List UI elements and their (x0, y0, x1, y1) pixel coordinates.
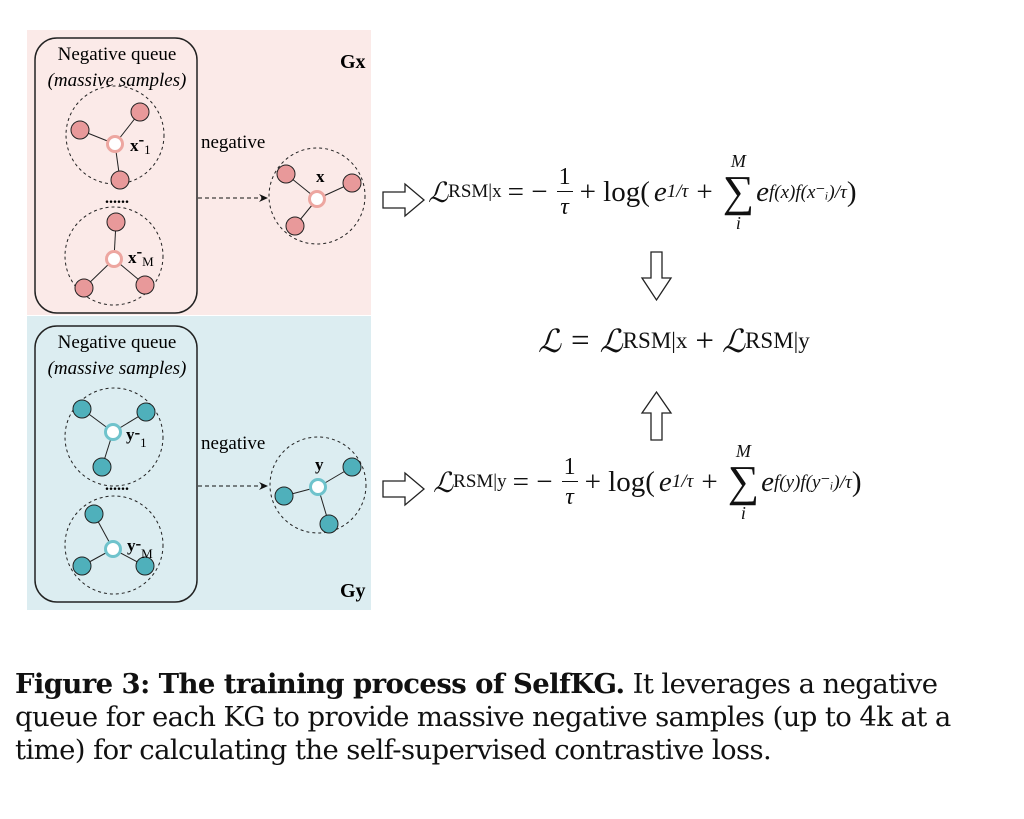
gy-queue-subtitle: (massive samples) (48, 358, 187, 379)
svg-text:y-M: y-M (127, 534, 153, 561)
total-loss-equation: ℒ = ℒ RSM|x + ℒ RSM|y (538, 322, 810, 360)
up-arrow-icon (640, 390, 673, 441)
gy-queue-title: Negative queue (58, 332, 177, 353)
figure-caption: Figure 3: The training process of SelfKG… (15, 668, 1015, 767)
training-diagram: Negative queue (massive samples) Gx x-1 … (27, 30, 673, 610)
gx-sample-m-subgraph: x-M (64, 206, 164, 306)
gx-ellipsis: ...... (105, 190, 129, 207)
gy-anchor-subgraph: y (269, 436, 367, 534)
gx-queue-title: Negative queue (58, 44, 177, 65)
caption-label: Figure 3: The training process of SelfKG… (15, 668, 625, 700)
down-arrow-icon (640, 251, 673, 302)
gx-sample-1-subgraph: x-1 (65, 85, 165, 190)
gy-ellipsis: ...... (105, 477, 129, 494)
gx-anchor-subgraph: x (268, 147, 366, 245)
gx-graph-label: Gx (340, 51, 366, 73)
right-arrow-x-icon (382, 182, 426, 218)
svg-text:x-M: x-M (128, 242, 154, 269)
gy-sample-1-subgraph: y-1 (64, 387, 164, 487)
svg-text:y-1: y-1 (126, 423, 147, 450)
svg-text:x: x (316, 167, 325, 186)
gx-negative-label: negative (201, 132, 265, 153)
svg-text:y: y (315, 455, 324, 474)
caption-text: It leverages a negative queue for each K… (15, 668, 951, 766)
gy-negative-label: negative (201, 433, 265, 454)
right-arrow-y-icon (382, 471, 426, 507)
gy-sample-m-subgraph: y-M (64, 495, 164, 595)
gx-negative-queue-box (34, 37, 198, 314)
gy-graph-label: Gy (340, 580, 366, 602)
svg-text:x-1: x-1 (130, 130, 151, 157)
gx-panel (27, 30, 371, 315)
gx-queue-subtitle: (massive samples) (48, 70, 187, 91)
gy-negative-queue-box (34, 325, 198, 603)
